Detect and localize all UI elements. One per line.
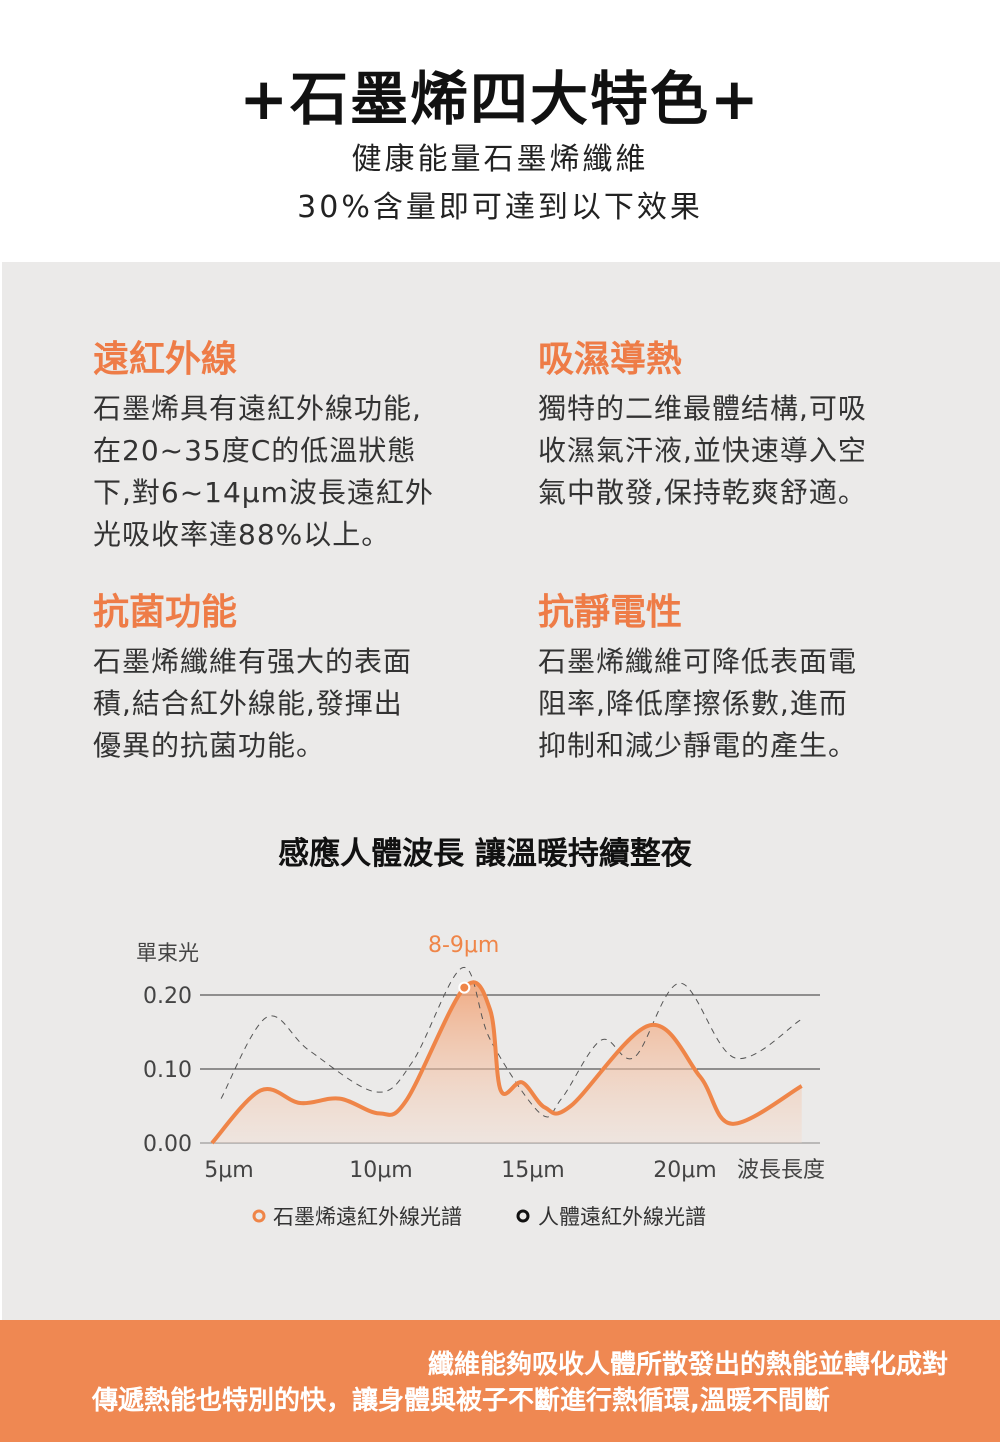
human-spectrum-line [220, 967, 801, 1118]
x-axis-label: 波長長度 [737, 1158, 825, 1183]
x-tick-label: 15μm [501, 1158, 564, 1183]
footer-line-2: 傳遞熱能也特別的快，讓身體與被子不斷進行熱循環,溫暖不間斷 [92, 1386, 830, 1416]
peak-point [458, 981, 471, 994]
feature-line: 石墨烯纖維有强大的表面 [93, 645, 413, 678]
chart-title: 感應人體波長 讓溫暖持續整夜 [278, 836, 692, 872]
feature-line: 獨特的二维最體结構,可吸 [538, 392, 867, 425]
feature-far-infrared: 遠紅外線 石墨烯具有遠紅外線功能, 在20~35度C的低溫狀態 下,對6~14μm波… [93, 330, 493, 556]
feature-line: 抑制和減少靜電的產生。 [538, 729, 858, 762]
feature-line: 優異的抗菌功能。 [93, 729, 326, 762]
feature-antistatic: 抗靜電性 石墨烯纖維可降低表面電 阻率,降低摩擦係數,進而 抑制和減少靜電的產生。 [538, 583, 938, 767]
legend-graphene: 石墨烯遠紅外線光譜 [273, 1205, 462, 1229]
feature-line: 下,對6~14μm波長遠紅外 [93, 476, 434, 509]
feature-line: 阻率,降低摩擦係數,進而 [538, 687, 848, 720]
feature-line: 收濕氣汗液,並快速導入空 [538, 434, 867, 467]
feature-title: 吸濕導熱 [538, 339, 683, 380]
x-tick-label: 10μm [349, 1158, 412, 1183]
feature-antibacterial: 抗菌功能 石墨烯纖維有强大的表面 積,結合紅外線能,發揮出 優異的抗菌功能。 [93, 583, 493, 767]
graphene-spectrum-line [210, 980, 803, 1145]
x-tick-label: 5μm [204, 1158, 253, 1183]
subtitle-1: 健康能量石墨烯纖維 [351, 142, 649, 177]
feature-line: 在20~35度C的低溫狀態 [93, 434, 417, 467]
footer-banner: 纖維能夠吸收人體所散發出的熱能並轉化成對 傳遞熱能也特別的快，讓身體與被子不斷進… [0, 1320, 1000, 1442]
feature-line: 石墨烯具有遠紅外線功能, [93, 392, 422, 425]
y-tick-label: 0.00 [143, 1132, 192, 1157]
spectrum-chart: 單束光 波長長度 8-9μm 0.00 0.10 0.20 5μm 10μm 15μm 20… [136, 933, 825, 1229]
peak-annotation: 8-9μm [428, 933, 499, 958]
x-tick-label: 20μm [653, 1158, 716, 1183]
feature-line: 積,結合紅外線能,發揮出 [93, 687, 403, 720]
footer-line-1: 纖維能夠吸收人體所散發出的熱能並轉化成對 [428, 1350, 949, 1380]
features-panel [2, 262, 1000, 1322]
y-tick-label: 0.10 [143, 1058, 192, 1083]
feature-line: 石墨烯纖維可降低表面電 [538, 645, 858, 678]
feature-moisture: 吸濕導熱 獨特的二维最體结構,可吸 收濕氣汗液,並快速導入空 氣中散發,保持乾爽舒適… [538, 330, 938, 514]
feature-title: 遠紅外線 [93, 339, 238, 380]
feature-line: 光吸收率達88%以上。 [93, 518, 391, 551]
legend-human: 人體遠紅外線光譜 [538, 1205, 706, 1229]
y-axis-label: 單束光 [136, 941, 199, 965]
feature-line: 氣中散發,保持乾爽舒適。 [538, 476, 867, 509]
graphene-area [211, 982, 802, 1143]
feature-title: 抗靜電性 [538, 592, 683, 633]
legend-marker-graphene [252, 1209, 266, 1223]
page-title: +石墨烯四大特色+ [239, 65, 761, 133]
subtitle-2: 30%含量即可達到以下效果 [297, 190, 703, 225]
feature-title: 抗菌功能 [93, 592, 238, 633]
y-tick-label: 0.20 [143, 984, 192, 1009]
legend-marker-human [516, 1209, 530, 1223]
